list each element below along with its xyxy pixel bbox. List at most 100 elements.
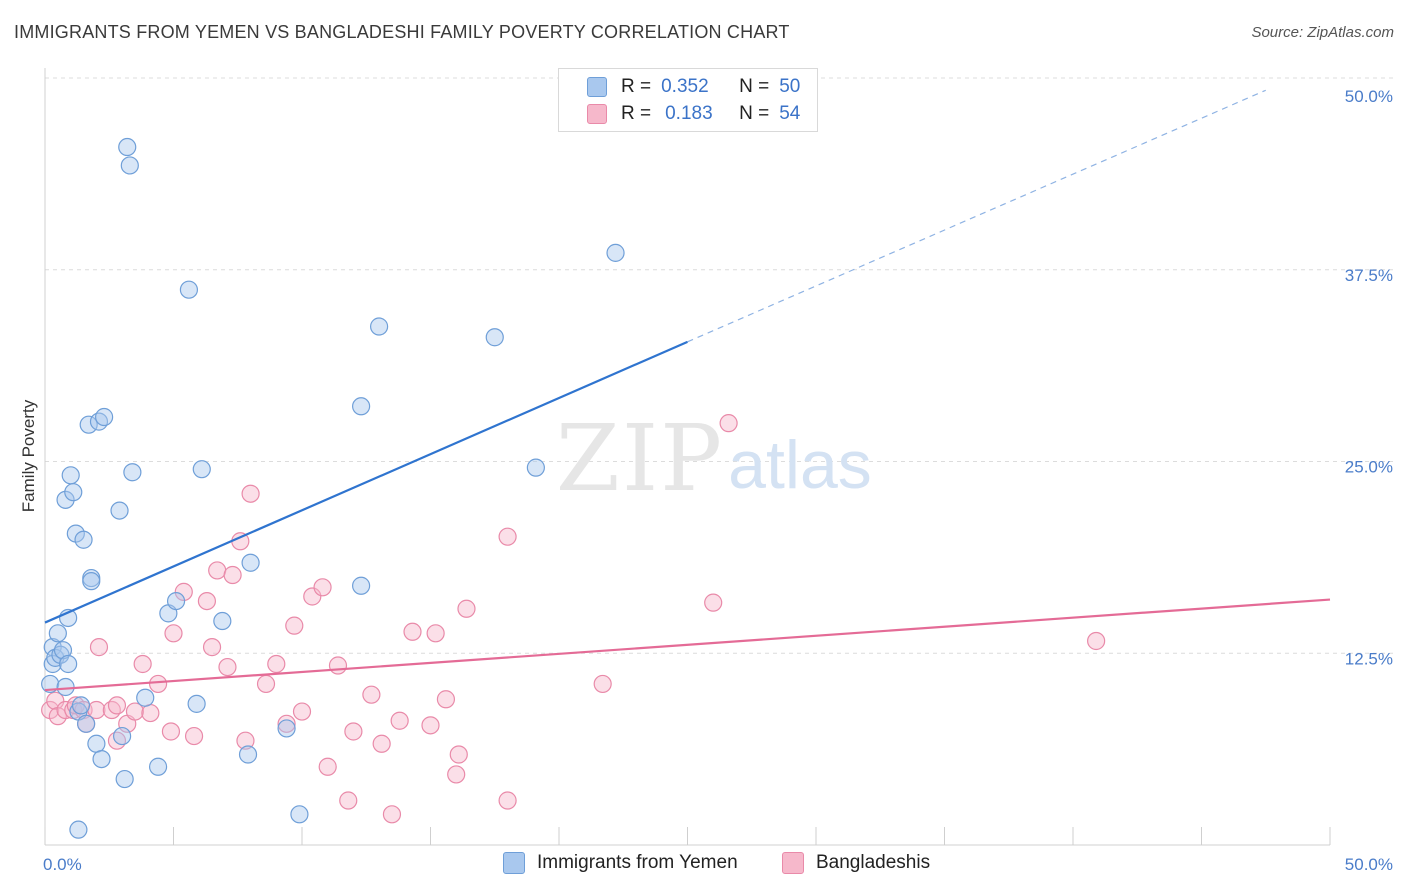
legend-r-value: 0.352 [661, 76, 709, 97]
legend-r-value: 0.183 [665, 103, 713, 124]
point-immigrants-from-yemen [352, 576, 371, 595]
point-immigrants-from-yemen [136, 688, 155, 707]
point-immigrants-from-yemen [606, 243, 625, 262]
source-label: Source: ZipAtlas.com [1251, 24, 1394, 41]
point-immigrants-from-yemen [120, 156, 139, 175]
point-immigrants-from-yemen [95, 407, 114, 427]
legend-row-yemen: R = 0.352 N = 50 [559, 74, 800, 100]
point-bangladeshis [202, 638, 222, 657]
point-immigrants-from-yemen [41, 674, 60, 694]
legend-n-label: N = [739, 76, 770, 97]
point-bangladeshis [303, 587, 322, 606]
point-bangladeshis [372, 734, 391, 753]
point-bangladeshis [164, 624, 183, 643]
point-bangladeshis [218, 657, 237, 677]
point-immigrants-from-yemen [352, 397, 371, 416]
point-immigrants-from-yemen [59, 654, 78, 674]
point-bangladeshis [161, 722, 181, 741]
point-bangladeshis [403, 622, 422, 641]
point-immigrants-from-yemen [48, 624, 67, 643]
point-immigrants-from-yemen [526, 458, 545, 477]
point-immigrants-from-yemen [53, 641, 73, 660]
point-bangladeshis [344, 722, 363, 741]
point-bangladeshis [362, 685, 381, 704]
watermark-atlas: atlas [728, 427, 872, 503]
legend-label-bangladeshis: Bangladeshis [816, 852, 931, 873]
legend-item-bangladeshis: Bangladeshis [782, 852, 930, 874]
point-immigrants-from-yemen [213, 611, 232, 631]
y-tick-label: 25.0% [1345, 458, 1393, 477]
point-bangladeshis [256, 674, 276, 694]
legend-item-yemen: Immigrants from Yemen [503, 852, 738, 874]
point-bangladeshis [593, 674, 612, 694]
trend-line-yemen [44, 340, 688, 624]
point-immigrants-from-yemen [87, 734, 106, 753]
trend-line-bangladeshis [44, 598, 1331, 692]
point-bangladeshis [46, 691, 65, 710]
legend-n-value: 50 [779, 76, 801, 97]
point-immigrants-from-yemen [370, 317, 389, 336]
legend-n-value: 54 [779, 103, 801, 124]
point-bangladeshis [318, 757, 337, 776]
point-bangladeshis [174, 582, 193, 601]
series-legend: Immigrants from Yemen Bangladeshis [0, 852, 1406, 878]
point-immigrants-from-yemen [241, 553, 260, 572]
point-immigrants-from-yemen [71, 696, 91, 715]
x-tick-label: 50.0% [1345, 855, 1393, 874]
point-immigrants-from-yemen [69, 820, 88, 839]
point-bangladeshis [382, 805, 402, 824]
point-bangladeshis [148, 674, 168, 694]
point-bangladeshis [447, 765, 466, 784]
legend-swatch-pink [782, 852, 804, 874]
point-bangladeshis [197, 591, 217, 611]
point-immigrants-from-yemen [61, 466, 80, 485]
watermark: ZIP atlas [556, 405, 872, 512]
point-immigrants-from-yemen [485, 328, 504, 347]
point-immigrants-from-yemen [82, 572, 101, 591]
point-bangladeshis [208, 561, 227, 580]
x-tick-label: 0.0% [43, 855, 82, 874]
point-immigrants-from-yemen [277, 719, 296, 738]
point-immigrants-from-yemen [115, 769, 134, 789]
point-bangladeshis [141, 703, 160, 723]
point-immigrants-from-yemen [290, 805, 309, 824]
legend-label-yemen: Immigrants from Yemen [537, 852, 738, 873]
point-immigrants-from-yemen [238, 745, 258, 764]
point-bangladeshis [390, 711, 409, 730]
point-bangladeshis [184, 726, 204, 746]
point-bangladeshis [449, 745, 468, 764]
point-bangladeshis [223, 565, 242, 585]
point-bangladeshis [285, 616, 304, 635]
point-immigrants-from-yemen [123, 463, 142, 482]
point-immigrants-from-yemen [56, 677, 75, 697]
point-bangladeshis [328, 656, 348, 675]
point-immigrants-from-yemen [110, 501, 129, 520]
legend-n-label: N = [739, 103, 770, 124]
point-immigrants-from-yemen [77, 714, 96, 733]
tick-labels: 12.5% 25.0% 37.5% 50.0% 0.0% 50.0% [43, 87, 1393, 874]
point-bangladeshis [89, 638, 109, 657]
point-bangladeshis [498, 791, 517, 810]
legend-swatch-pink [587, 104, 607, 124]
point-immigrants-from-yemen [64, 483, 83, 502]
point-bangladeshis [436, 690, 456, 709]
point-bangladeshis [241, 484, 260, 503]
y-tick-label: 50.0% [1345, 87, 1393, 106]
point-immigrants-from-yemen [74, 530, 93, 549]
y-tick-label: 37.5% [1345, 266, 1393, 285]
point-immigrants-from-yemen [79, 415, 98, 434]
point-bangladeshis [339, 791, 358, 810]
point-bangladeshis [107, 696, 127, 715]
chart-title: IMMIGRANTS FROM YEMEN VS BANGLADESHI FAM… [14, 22, 790, 42]
point-bangladeshis [133, 654, 152, 674]
legend-row-bangladeshis: R = 0.183 N = 54 [559, 101, 800, 127]
point-immigrants-from-yemen [92, 749, 111, 769]
correlation-legend: R = 0.352 N = 50 R = 0.183 N = 54 [558, 68, 818, 132]
point-bangladeshis [1087, 631, 1106, 651]
point-immigrants-from-yemen [166, 591, 186, 611]
point-bangladeshis [704, 593, 723, 612]
point-bangladeshis [277, 714, 296, 733]
legend-r-label: R = [621, 103, 652, 124]
series-immigrants-from-yemen [41, 137, 625, 839]
